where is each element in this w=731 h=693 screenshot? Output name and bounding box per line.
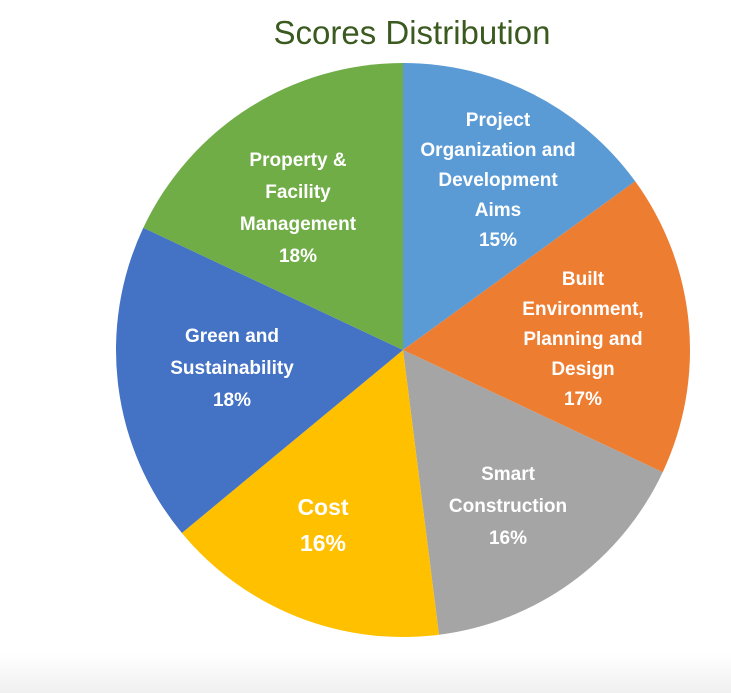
slice-name-line: Environment, — [522, 299, 643, 320]
slice-label-5: Green and Sustainability 18% — [170, 326, 294, 411]
slice-name-line: Built — [562, 269, 605, 290]
pie-slice-4 — [181, 350, 439, 638]
slice-value-label: 16% — [489, 528, 527, 549]
slice-value-label: 16% — [300, 530, 346, 556]
pie-slice-1 — [403, 63, 636, 350]
slice-name-line: Aims — [475, 200, 521, 221]
pie-slice-2 — [403, 181, 690, 473]
pie-slice-3 — [403, 350, 663, 635]
slice-value-label: 18% — [213, 390, 251, 411]
slice-name-line: Management — [240, 214, 357, 235]
bottom-shadow — [0, 653, 731, 693]
slice-name-line: Sustainability — [170, 358, 294, 379]
slice-name-line: Construction — [449, 496, 567, 517]
slice-label-1: Project Organization and Development Aims 15… — [420, 110, 575, 251]
slice-name-line: Property & — [249, 150, 346, 171]
slice-label-3: Smart Construction 16% — [449, 464, 567, 549]
slice-value-label: 15% — [479, 230, 517, 251]
slice-name-line: Design — [551, 359, 614, 380]
slice-name-line: Development — [438, 170, 558, 191]
chart-title: Scores Distribution — [273, 14, 551, 51]
slice-name-line: Planning and — [523, 329, 642, 350]
slice-label-6: Property & Facility Management 18% — [240, 150, 357, 267]
pie-slice-5 — [116, 227, 404, 533]
slice-value-label: 17% — [564, 389, 602, 410]
slice-name-line: Green and — [185, 326, 279, 347]
slice-label-4: Cost 16% — [297, 494, 348, 556]
slice-value-label: 18% — [279, 246, 317, 267]
slice-name-line: Cost — [297, 494, 348, 520]
slice-name-line: Smart — [481, 464, 536, 485]
slice-name-line: Organization and — [420, 140, 575, 161]
slice-name-line: Facility — [265, 182, 331, 203]
slice-name-line: Project — [466, 110, 531, 131]
slice-label-2: Built Environment, Planning and Design 17% — [522, 269, 643, 410]
pie-slice-6 — [143, 63, 403, 350]
